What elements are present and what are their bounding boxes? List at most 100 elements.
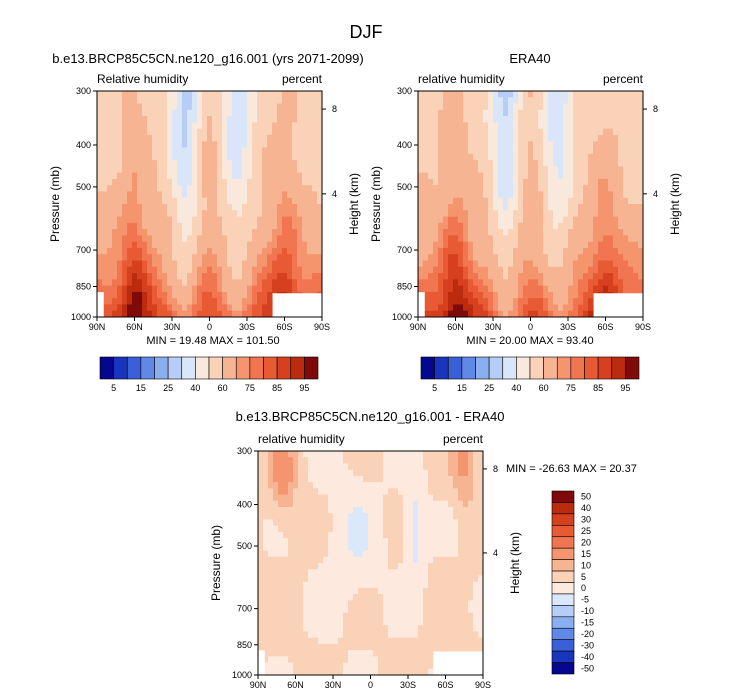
heat-cell (398, 631, 404, 639)
heatmap-cells (97, 91, 323, 318)
heat-cell (313, 612, 319, 620)
heat-cell (127, 241, 133, 249)
heat-cell (533, 298, 539, 305)
heat-cell (207, 178, 213, 186)
heat-cell (192, 128, 198, 136)
heat-cell (583, 191, 589, 199)
heat-cell (323, 631, 329, 639)
heat-cell (368, 513, 374, 520)
heat-cell (338, 457, 344, 464)
heat-cell (102, 109, 108, 117)
heat-cell (302, 91, 308, 98)
heat-cell (588, 247, 594, 255)
heat-cell (468, 266, 474, 274)
heat-cell (418, 160, 424, 167)
heat-cell (292, 141, 298, 148)
heat-cell (388, 581, 394, 589)
heat-cell (312, 185, 318, 192)
heat-cell (468, 619, 474, 626)
heat-cell (543, 216, 549, 224)
heat-cell (333, 550, 339, 558)
heat-cell (503, 291, 509, 299)
heat-cell (137, 191, 143, 199)
heat-cell (498, 298, 504, 305)
heat-cell (318, 525, 324, 533)
heat-cell (503, 266, 509, 274)
heat-cell (142, 153, 148, 161)
heat-cell (463, 500, 469, 508)
heat-cell (237, 260, 243, 268)
heat-cell (107, 273, 113, 280)
heat-cell (388, 475, 394, 483)
heat-cell (483, 116, 489, 123)
heat-cell (493, 116, 499, 123)
heat-cell (448, 210, 454, 217)
heat-cell (152, 241, 158, 249)
heat-cell (152, 109, 158, 117)
heat-cell (363, 575, 369, 583)
heat-cell (288, 519, 294, 527)
heat-cell (212, 222, 218, 230)
heat-cell (217, 172, 223, 180)
heat-cell (107, 304, 113, 312)
heat-cell (488, 304, 494, 312)
heat-cell (508, 298, 514, 305)
heat-cell (363, 550, 369, 558)
heat-cell (423, 178, 429, 186)
heat-cell (177, 172, 183, 180)
heat-cell (468, 222, 474, 230)
colorbar-label: 25 (163, 383, 173, 393)
heat-cell (373, 482, 379, 489)
heat-cell (408, 569, 414, 576)
heat-cell (317, 172, 323, 180)
heat-cell (252, 298, 258, 305)
heat-cell (558, 134, 564, 142)
heat-cell (97, 116, 103, 123)
heat-cell (523, 160, 529, 167)
heat-cell (518, 260, 524, 268)
heat-cell (313, 475, 319, 483)
heat-cell (222, 304, 228, 312)
heat-cell (358, 550, 364, 558)
heat-cell (117, 97, 123, 104)
heat-cell (433, 153, 439, 161)
heat-cell (317, 241, 323, 249)
heat-cell (528, 235, 534, 243)
heat-cell (157, 122, 163, 130)
heat-cell (303, 500, 309, 508)
heat-cell (458, 222, 464, 230)
heat-cell (207, 304, 213, 312)
heat-cell (323, 612, 329, 620)
heat-cell (448, 556, 454, 564)
heat-cell (317, 109, 323, 117)
heat-cell (598, 160, 604, 167)
heat-cell (473, 575, 479, 583)
heat-cell (257, 134, 263, 142)
heat-cell (458, 103, 464, 111)
heat-cell (363, 457, 369, 464)
heat-cell (423, 235, 429, 243)
heat-cell (543, 191, 549, 199)
heat-cell (443, 457, 449, 464)
heat-cell (112, 229, 118, 236)
heat-cell (132, 310, 138, 318)
heat-cell (453, 550, 459, 558)
heat-cell (122, 197, 128, 205)
heat-cell (292, 285, 298, 293)
heat-cell (438, 266, 444, 274)
heat-cell (117, 298, 123, 305)
heat-cell (398, 575, 404, 583)
heat-cell (578, 291, 584, 299)
heat-cell (197, 254, 203, 261)
heat-cell (448, 643, 454, 651)
heat-cell (177, 178, 183, 186)
heat-cell (633, 97, 639, 104)
heat-cell (368, 575, 374, 583)
heat-cell (578, 116, 584, 123)
heat-cell (568, 216, 574, 224)
heat-cell (197, 122, 203, 130)
heat-cell (373, 606, 379, 614)
heat-cell (458, 247, 464, 255)
heat-cell (543, 197, 549, 205)
heat-cell (232, 235, 238, 243)
